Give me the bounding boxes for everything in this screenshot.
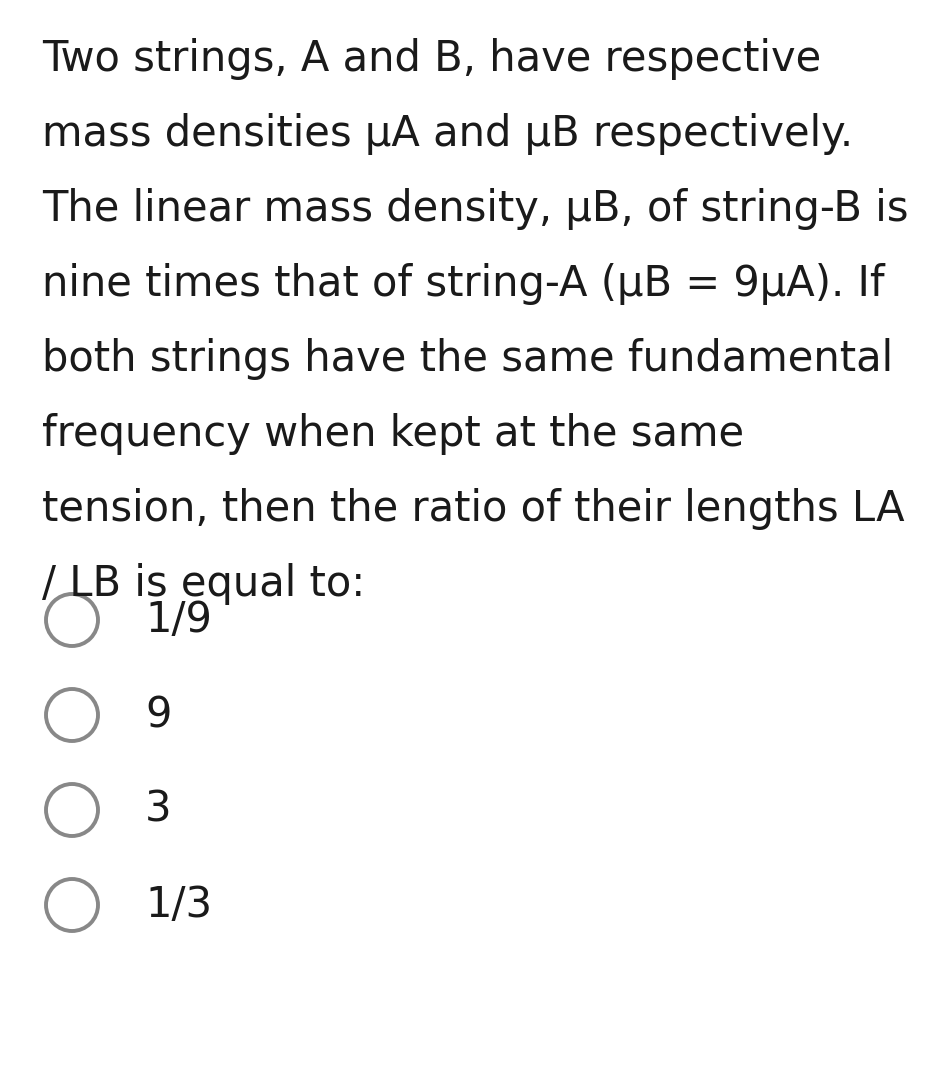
Text: 3: 3: [145, 789, 172, 831]
Text: frequency when kept at the same: frequency when kept at the same: [42, 413, 744, 455]
Text: tension, then the ratio of their lengths LA: tension, then the ratio of their lengths…: [42, 489, 905, 530]
Text: nine times that of string-A (μB = 9μA). If: nine times that of string-A (μB = 9μA). …: [42, 263, 884, 305]
Text: both strings have the same fundamental: both strings have the same fundamental: [42, 338, 893, 379]
Text: / LB is equal to:: / LB is equal to:: [42, 563, 365, 605]
Text: The linear mass density, μB, of string-B is: The linear mass density, μB, of string-B…: [42, 188, 909, 230]
Text: mass densities μA and μB respectively.: mass densities μA and μB respectively.: [42, 113, 853, 155]
Text: 1/9: 1/9: [145, 599, 212, 641]
Text: 1/3: 1/3: [145, 884, 212, 926]
Text: Two strings, A and B, have respective: Two strings, A and B, have respective: [42, 38, 821, 80]
Text: 9: 9: [145, 694, 171, 735]
